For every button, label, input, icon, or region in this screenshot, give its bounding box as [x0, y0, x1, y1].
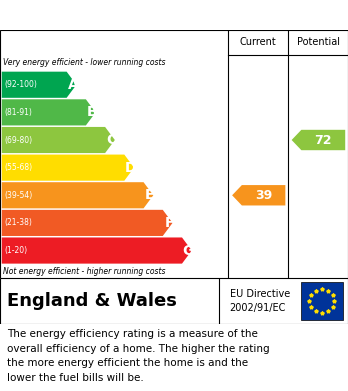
Polygon shape [2, 210, 173, 236]
Text: C: C [106, 133, 117, 147]
Text: 72: 72 [315, 133, 332, 147]
Polygon shape [232, 185, 285, 206]
Text: Potential: Potential [296, 38, 340, 47]
Text: 39: 39 [255, 189, 272, 202]
Polygon shape [292, 130, 345, 150]
Polygon shape [2, 154, 134, 181]
Text: Very energy efficient - lower running costs: Very energy efficient - lower running co… [3, 58, 166, 67]
Bar [301, 282, 343, 320]
Text: (55-68): (55-68) [4, 163, 32, 172]
Text: D: D [125, 161, 136, 175]
Text: The energy efficiency rating is a measure of the
overall efficiency of a home. T: The energy efficiency rating is a measur… [7, 329, 270, 382]
Polygon shape [2, 182, 153, 208]
Text: (69-80): (69-80) [4, 136, 32, 145]
Text: (92-100): (92-100) [4, 80, 37, 89]
Text: Energy Efficiency Rating: Energy Efficiency Rating [69, 7, 279, 23]
Text: E: E [145, 188, 155, 202]
Text: Current: Current [240, 38, 276, 47]
Text: (21-38): (21-38) [4, 219, 32, 228]
Text: Not energy efficient - higher running costs: Not energy efficient - higher running co… [3, 267, 166, 276]
Text: (39-54): (39-54) [4, 191, 32, 200]
Polygon shape [2, 99, 96, 126]
Text: EU Directive
2002/91/EC: EU Directive 2002/91/EC [230, 289, 290, 313]
Text: G: G [183, 244, 194, 258]
Polygon shape [2, 127, 115, 153]
Polygon shape [2, 237, 192, 264]
Text: B: B [87, 105, 97, 119]
Text: F: F [164, 216, 174, 230]
Polygon shape [2, 72, 77, 98]
Text: England & Wales: England & Wales [7, 292, 177, 310]
Text: A: A [68, 78, 78, 92]
Text: (81-91): (81-91) [4, 108, 32, 117]
Text: (1-20): (1-20) [4, 246, 27, 255]
